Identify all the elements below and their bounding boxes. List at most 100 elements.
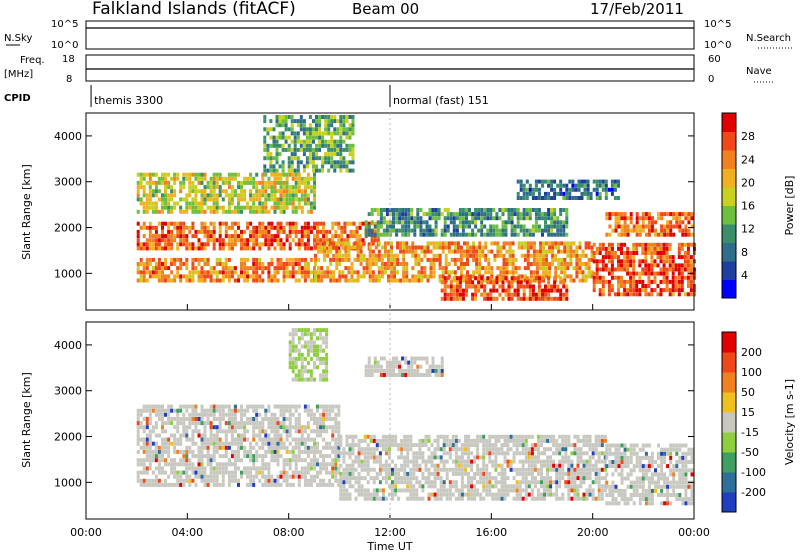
heatmap-cell xyxy=(154,205,158,210)
heatmap-cell xyxy=(533,480,537,485)
heatmap-cell xyxy=(263,119,267,124)
heatmap-cell xyxy=(323,245,327,250)
heatmap-cell xyxy=(510,216,514,221)
heatmap-cell xyxy=(480,208,484,212)
heatmap-cell xyxy=(592,242,596,247)
heatmap-cell xyxy=(467,443,470,448)
heatmap-cell xyxy=(424,467,428,472)
heatmap-cell xyxy=(194,266,198,271)
heatmap-cell xyxy=(677,251,681,255)
heatmap-cell xyxy=(212,433,216,438)
heatmap-cell xyxy=(316,425,319,430)
heatmap-cell xyxy=(191,466,195,471)
nsky-label: N.Sky xyxy=(4,33,32,44)
heatmap-cell xyxy=(405,249,409,254)
heatmap-cell xyxy=(157,478,161,483)
heatmap-cell xyxy=(261,458,265,463)
heatmap-cell xyxy=(546,447,550,452)
heatmap-cell xyxy=(522,224,526,229)
heatmap-cell xyxy=(297,185,301,190)
heatmap-cell xyxy=(157,221,161,226)
heatmap-cell xyxy=(578,262,582,266)
heatmap-cell xyxy=(200,478,204,483)
heatmap-cell xyxy=(164,193,167,198)
heatmap-cell xyxy=(233,449,237,454)
heatmap-cell xyxy=(497,447,501,452)
heatmap-cell xyxy=(252,404,256,409)
heatmap-cell xyxy=(473,476,477,481)
heatmap-cell xyxy=(565,288,569,293)
heatmap-cell xyxy=(638,259,642,264)
heatmap-cell xyxy=(267,466,271,471)
heatmap-cell xyxy=(276,189,280,194)
heatmap-cell xyxy=(157,180,161,185)
heatmap-cell xyxy=(430,484,434,489)
heatmap-cell xyxy=(164,262,167,266)
heatmap-cell xyxy=(316,470,319,475)
heatmap-cell xyxy=(322,404,326,409)
heatmap-cell xyxy=(436,447,440,452)
heatmap-cell xyxy=(623,288,627,293)
heatmap-cell xyxy=(499,245,503,250)
heatmap-cell xyxy=(333,147,337,152)
heatmap-cell xyxy=(620,251,623,255)
heatmap-cell xyxy=(546,471,550,476)
heatmap-cell xyxy=(440,232,444,237)
colorbar-swatch xyxy=(722,150,736,169)
heatmap-cell xyxy=(650,246,654,251)
heatmap-cell xyxy=(407,224,411,229)
heatmap-cell xyxy=(441,266,445,271)
heatmap-cell xyxy=(559,292,563,297)
heatmap-cell xyxy=(445,476,449,481)
heatmap-cell xyxy=(182,421,186,426)
heatmap-cell xyxy=(574,187,578,192)
heatmap-cell xyxy=(512,434,516,439)
heatmap-cell xyxy=(161,429,164,434)
heatmap-cell xyxy=(387,262,390,266)
heatmap-cell xyxy=(447,270,451,275)
heatmap-cell xyxy=(331,458,335,463)
heatmap-cell xyxy=(475,266,479,271)
heatmap-cell xyxy=(340,234,344,239)
heatmap-cell xyxy=(345,164,349,169)
heatmap-cell xyxy=(215,201,219,206)
heatmap-cell xyxy=(569,245,573,250)
heatmap-cell xyxy=(182,274,186,279)
heatmap-cell xyxy=(663,232,667,237)
heatmap-cell xyxy=(436,443,440,448)
heatmap-cell xyxy=(170,433,174,438)
heatmap-cell xyxy=(486,208,490,212)
heatmap-cell xyxy=(322,221,326,226)
heatmap-cell xyxy=(294,429,298,434)
heatmap-cell xyxy=(666,232,670,237)
heatmap-cell xyxy=(179,437,183,442)
heatmap-cell xyxy=(414,262,418,266)
heatmap-cell xyxy=(351,123,355,128)
heatmap-cell xyxy=(212,482,216,487)
heatmap-cell xyxy=(306,238,310,243)
heatmap-cell xyxy=(547,296,551,301)
heatmap-cell xyxy=(306,185,310,190)
heatmap-cell xyxy=(348,451,352,456)
heatmap-cell xyxy=(139,185,143,190)
heatmap-cell xyxy=(674,284,678,288)
heatmap-cell xyxy=(368,262,372,266)
heatmap-cell xyxy=(323,274,327,279)
heatmap-cell xyxy=(510,224,514,229)
heatmap-cell xyxy=(379,220,383,225)
heatmap-cell xyxy=(431,232,435,237)
heatmap-cell xyxy=(457,467,461,472)
heatmap-cell xyxy=(486,216,490,221)
heatmap-cell xyxy=(565,232,569,237)
heatmap-cell xyxy=(338,253,342,258)
heatmap-cell xyxy=(472,253,476,258)
heatmap-cell xyxy=(305,127,309,132)
heatmap-cell xyxy=(448,484,452,489)
heatmap-cell xyxy=(683,255,687,260)
heatmap-cell xyxy=(474,292,478,297)
heatmap-cell xyxy=(521,447,525,452)
heatmap-cell xyxy=(197,412,201,417)
heatmap-cell xyxy=(303,274,307,279)
heatmap-cell xyxy=(481,253,485,258)
heatmap-cell xyxy=(330,156,334,161)
